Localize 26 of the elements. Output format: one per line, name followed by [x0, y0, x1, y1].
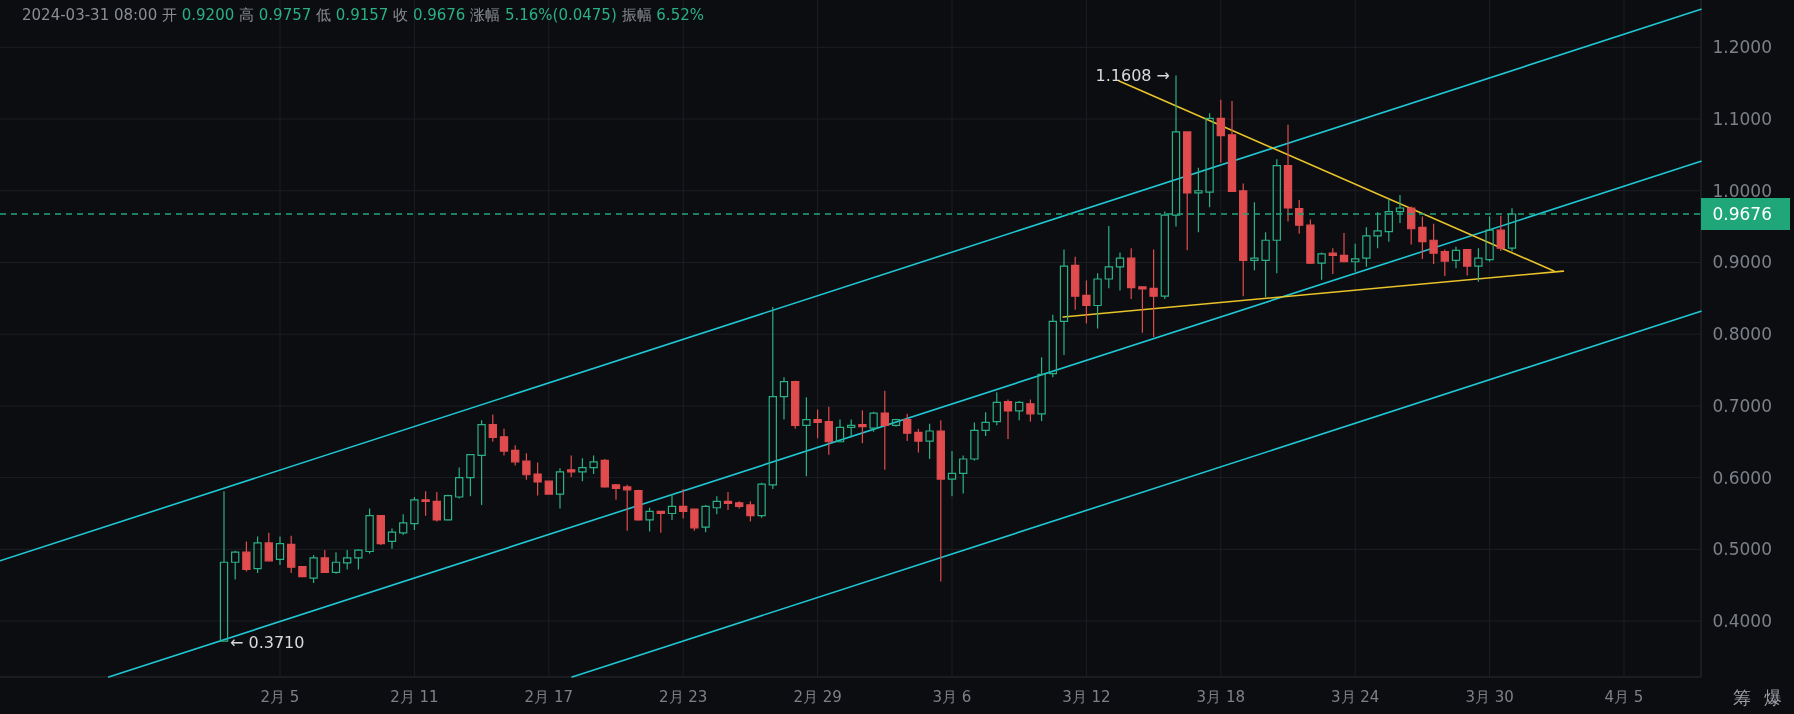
x-tick-label: 3月 24 — [1331, 688, 1380, 706]
x-tick-label: 2月 11 — [390, 688, 439, 706]
x-tick-label: 2月 5 — [260, 688, 300, 706]
y-tick-label: 1.2000 — [1712, 37, 1772, 58]
y-tick-label: 0.4000 — [1712, 611, 1772, 632]
ref-line-label: 0.9676 — [1712, 204, 1772, 224]
x-tick-label: 2月 23 — [659, 688, 708, 706]
x-tick-label: 4月 5 — [1604, 688, 1644, 706]
y-tick-label: 0.9000 — [1712, 252, 1772, 273]
x-tick-label: 3月 18 — [1196, 688, 1245, 706]
x-tick-label: 2月 29 — [793, 688, 842, 706]
annotation: 1.1608 → — [1095, 66, 1170, 86]
y-tick-label: 1.0000 — [1712, 180, 1772, 201]
y-tick-label: 1.1000 — [1712, 109, 1772, 130]
chart-title: 2024-03-31 08:00 开 0.9200 高 0.9757 低 0.9157 收 0.9676 涨幅 5.16%(0.0475) 振幅 6.52% — [22, 6, 704, 24]
y-tick-label: 0.5000 — [1712, 539, 1772, 560]
annotation: ← 0.3710 — [230, 632, 305, 652]
text: 爆 — [1764, 687, 1782, 708]
y-tick-label: 0.7000 — [1712, 395, 1772, 416]
x-tick-label: 3月 30 — [1465, 688, 1514, 706]
x-tick-label: 3月 12 — [1062, 688, 1111, 706]
x-tick-label: 3月 6 — [932, 688, 972, 706]
text: 筹 — [1733, 687, 1751, 708]
x-tick-label: 2月 17 — [524, 688, 573, 706]
y-tick-label: 0.6000 — [1712, 467, 1772, 488]
y-tick-label: 0.8000 — [1712, 324, 1772, 345]
